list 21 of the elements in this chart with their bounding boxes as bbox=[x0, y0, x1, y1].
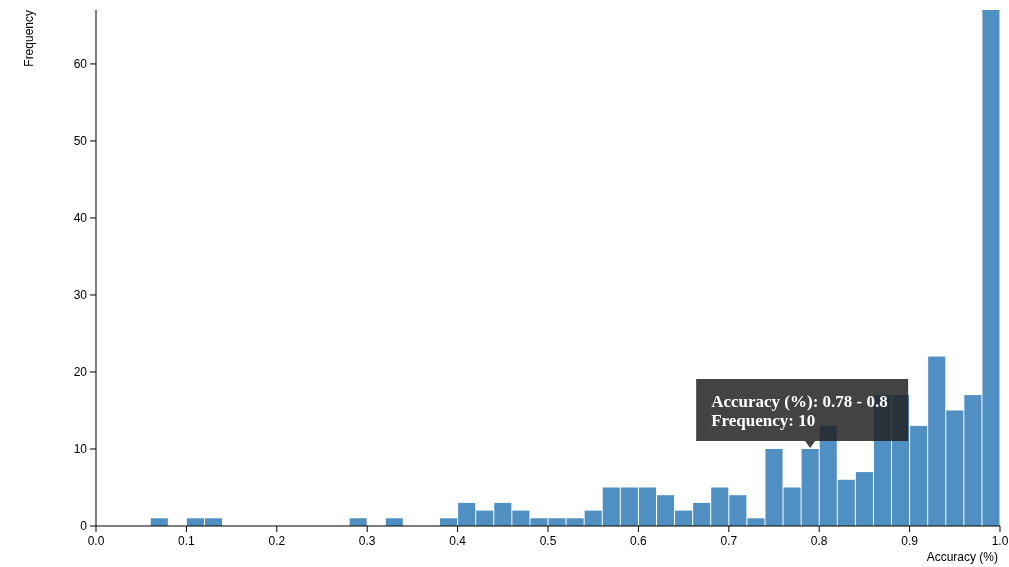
x-tick-label: 0.3 bbox=[358, 534, 376, 548]
y-tick-label: 30 bbox=[73, 287, 88, 302]
x-tick-label: 0.0 bbox=[87, 534, 105, 548]
x-axis-title: Accuracy (%) bbox=[926, 550, 998, 564]
x-tick-label: 0.9 bbox=[901, 534, 919, 548]
annotation: Accuracy (%): 0.78 - 0.8 Frequency: 10 bbox=[711, 391, 888, 430]
x-tick-label: 1.0 bbox=[991, 534, 1009, 548]
y-tick-label: 40 bbox=[73, 210, 88, 225]
x-tick-label: 0.2 bbox=[268, 534, 286, 548]
y-tick-label: 20 bbox=[73, 364, 88, 379]
y-tick-label: 0 bbox=[80, 519, 88, 533]
y-axis-title: Frequency bbox=[22, 10, 36, 67]
x-tick-label: 0.8 bbox=[810, 534, 828, 548]
x-tick-label: 0.1 bbox=[178, 534, 196, 548]
y-tick-label: 50 bbox=[73, 133, 88, 148]
x-tick-label: 0.5 bbox=[539, 534, 557, 548]
x-tick-label: 0.7 bbox=[720, 534, 738, 548]
y-tick-label: 60 bbox=[73, 56, 88, 71]
y-tick-label: 10 bbox=[73, 441, 88, 456]
x-tick-label: 0.4 bbox=[449, 534, 467, 548]
x-tick-label: 0.6 bbox=[630, 534, 648, 548]
